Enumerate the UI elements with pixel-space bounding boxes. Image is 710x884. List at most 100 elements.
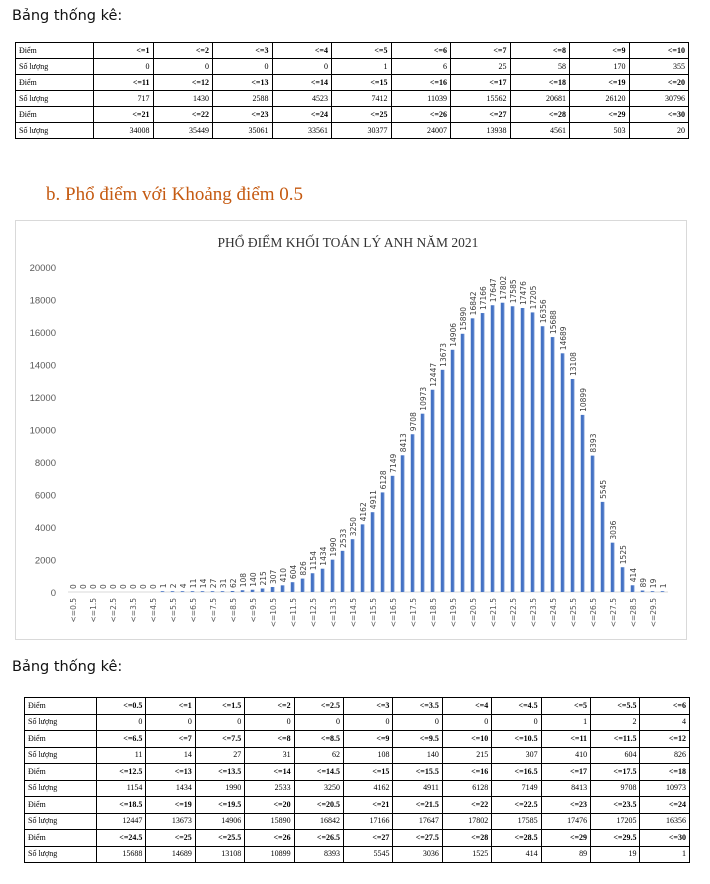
- x-tick-label: <=19.5: [449, 598, 458, 627]
- score-cell: <=18: [509, 74, 570, 91]
- data-label: 4162: [359, 502, 368, 521]
- score-cell: <=2.5: [293, 697, 345, 715]
- bar: [530, 312, 536, 592]
- score-cell: <=3: [343, 697, 394, 715]
- score-cell: <=24: [639, 796, 690, 814]
- score-cell: <=23: [212, 106, 273, 123]
- score-cell: <=13: [212, 74, 273, 91]
- score-cell: <=12: [152, 74, 213, 91]
- y-tick-label: 6000: [35, 491, 56, 502]
- row-label-score: Điểm: [24, 730, 97, 748]
- count-cell: 6128: [441, 779, 493, 797]
- data-label: 16356: [539, 299, 548, 323]
- count-cell: 2533: [244, 779, 295, 797]
- data-label: 3250: [349, 517, 358, 536]
- count-cell: 410: [540, 746, 592, 764]
- row-label-count: Số lượng: [15, 90, 94, 107]
- data-label: 17476: [519, 281, 528, 305]
- count-cell: 1990: [194, 779, 246, 797]
- count-row: Số lượng 12447 13673 14906 15890 16842 17166 17…: [24, 812, 690, 830]
- data-label: 9708: [409, 412, 418, 431]
- score-cell: <=5: [331, 42, 392, 59]
- score-row: Điểm <=24.5 <=25 <=25.5 <=26 <=26.5 <=27 <=27.5…: [24, 829, 690, 847]
- score-cell: <=16: [390, 74, 451, 91]
- bar: [590, 455, 596, 592]
- data-label: 27: [209, 578, 218, 588]
- x-tick-label: <=27.5: [609, 598, 618, 627]
- x-tick-label: <=10.5: [269, 598, 278, 627]
- bar: [190, 591, 196, 592]
- x-tick-label: <=0.5: [69, 598, 78, 623]
- row-label-count: Số lượng: [24, 845, 97, 863]
- score-cell: <=7: [450, 42, 511, 59]
- count-cell: 717: [93, 90, 154, 107]
- score-distribution-chart: PHỔ ĐIỂM KHỐI TOÁN LÝ ANH NĂM 2021 0 2000 4…: [15, 220, 687, 640]
- bar: [560, 353, 566, 592]
- count-row: Số lượng 717 1430 2588 4523 7412 11039 15562 206…: [15, 90, 689, 107]
- section-b-title: b. Phổ điểm với Khoảng điểm 0.5: [46, 184, 304, 205]
- score-cell: <=13.5: [194, 763, 246, 781]
- count-cell: 414: [491, 845, 542, 863]
- data-label: 8413: [399, 433, 408, 452]
- score-cell: <=14: [244, 763, 295, 781]
- score-cell: <=2: [244, 697, 295, 715]
- score-cell: <=3: [212, 42, 273, 59]
- count-cell: 17802: [441, 812, 493, 830]
- bar: [550, 337, 556, 592]
- x-tick-label: <=17.5: [409, 598, 418, 627]
- y-tick-label: 14000: [30, 361, 56, 372]
- score-cell: <=25: [145, 829, 196, 847]
- score-cell: <=10: [441, 730, 493, 748]
- bar: [160, 591, 166, 592]
- bar: [470, 318, 476, 592]
- count-cell: 0: [152, 58, 213, 75]
- bar: [440, 369, 446, 592]
- data-label: 1525: [619, 545, 628, 564]
- count-cell: 11: [95, 746, 147, 764]
- count-cell: 58: [509, 58, 570, 75]
- count-cell: 2: [590, 713, 641, 731]
- data-label: 0: [129, 584, 138, 589]
- bar: [650, 591, 656, 592]
- count-cell: 13108: [194, 845, 246, 863]
- y-tick-label: 4000: [35, 523, 56, 534]
- score-cell: <=19: [145, 796, 196, 814]
- data-label: 19: [649, 578, 658, 588]
- score-cell: <=21.5: [392, 796, 443, 814]
- data-label: 14: [199, 578, 208, 588]
- score-cell: <=14: [271, 74, 332, 91]
- score-cell: <=6: [390, 42, 451, 59]
- x-tick-label: <=5.5: [169, 598, 178, 623]
- score-cell: <=30: [639, 829, 690, 847]
- count-cell: 4523: [271, 90, 332, 107]
- count-cell: 170: [569, 58, 630, 75]
- data-label: 0: [89, 584, 98, 589]
- x-tick-label: <=25.5: [569, 598, 578, 627]
- bar: [330, 559, 336, 592]
- count-cell: 4162: [343, 779, 394, 797]
- count-cell: 13673: [145, 812, 196, 830]
- count-cell: 0: [271, 58, 332, 75]
- count-cell: 17476: [540, 812, 592, 830]
- bar: [290, 582, 296, 592]
- x-tick-label: <=20.5: [469, 598, 478, 627]
- count-cell: 24007: [390, 122, 451, 139]
- count-row: Số lượng 1154 1434 1990 2533 3250 4162 4911 6128…: [24, 779, 690, 797]
- score-cell: <=9: [569, 42, 630, 59]
- row-label-score: Điểm: [15, 42, 94, 59]
- x-tick-label: <=8.5: [229, 598, 238, 623]
- x-tick-label: <=12.5: [309, 598, 318, 627]
- count-cell: 15890: [244, 812, 295, 830]
- score-cell: <=28: [441, 829, 493, 847]
- score-cell: <=4: [441, 697, 493, 715]
- x-tick-label: <=21.5: [489, 598, 498, 627]
- x-tick-label: <=9.5: [249, 598, 258, 623]
- top-stats-table: Điểm <=1 <=2 <=3 <=4 <=5 <=6 <=7 <=8 <=9 <=10 Số lư…: [15, 42, 689, 139]
- data-label: 17585: [509, 279, 518, 303]
- x-tick-label: <=24.5: [549, 598, 558, 627]
- count-cell: 26120: [569, 90, 630, 107]
- score-cell: <=28.5: [491, 829, 542, 847]
- score-row: Điểm <=0.5 <=1 <=1.5 <=2 <=2.5 <=3 <=3.5 <=4 <=4.…: [24, 697, 690, 715]
- score-cell: <=25.5: [194, 829, 246, 847]
- count-cell: 307: [491, 746, 542, 764]
